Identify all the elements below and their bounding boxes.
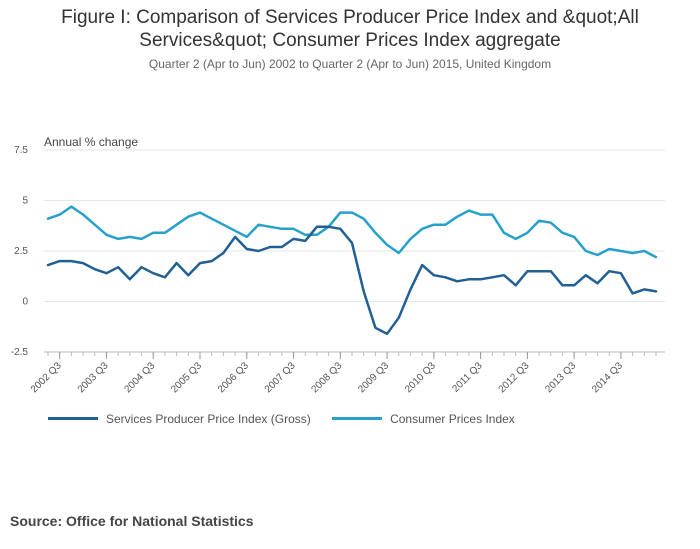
- x-tick-label: 2012 Q3: [497, 360, 532, 395]
- source-note: Source: Office for National Statistics: [10, 513, 254, 529]
- x-tick-label: 2014 Q3: [590, 360, 625, 395]
- x-tick-label: 2013 Q3: [543, 360, 578, 395]
- legend-item-cpi[interactable]: Consumer Prices Index: [332, 412, 515, 426]
- legend-swatch-sppi: [48, 417, 98, 420]
- legend: Services Producer Price Index (Gross) Co…: [48, 409, 533, 426]
- y-tick-label: 7.5: [14, 145, 28, 156]
- y-axis-label: Annual % change: [44, 135, 139, 149]
- y-tick-label: -2.5: [11, 347, 29, 358]
- chart-subtitle: Quarter 2 (Apr to Jun) 2002 to Quarter 2…: [148, 57, 552, 71]
- x-tick-label: 2002 Q3: [29, 360, 64, 395]
- x-tick-label: 2008 Q3: [310, 360, 345, 395]
- series-line-sppi: [46, 225, 658, 336]
- x-tick-label: 2004 Q3: [122, 360, 157, 395]
- x-tick-label: 2003 Q3: [76, 360, 111, 395]
- legend-label-cpi: Consumer Prices Index: [390, 411, 515, 426]
- x-tick-label: 2011 Q3: [450, 360, 485, 395]
- legend-item-sppi[interactable]: Services Producer Price Index (Gross): [48, 412, 311, 426]
- x-tick-label: 2009 Q3: [356, 360, 391, 395]
- x-tick-label: 2006 Q3: [216, 360, 251, 395]
- x-tick-label: 2005 Q3: [169, 360, 204, 395]
- x-tick-label: 2010 Q3: [403, 360, 438, 395]
- legend-swatch-cpi: [332, 417, 383, 420]
- series-line-cpi: [46, 205, 658, 259]
- legend-label-sppi: Services Producer Price Index (Gross): [106, 411, 311, 426]
- y-tick-label: 2.5: [14, 246, 28, 257]
- y-tick-label: 0: [22, 297, 28, 308]
- y-tick-label: 5: [22, 196, 28, 207]
- chart-title: Figure I: Comparison of Services Produce…: [61, 7, 639, 51]
- x-tick-label: 2007 Q3: [263, 360, 298, 395]
